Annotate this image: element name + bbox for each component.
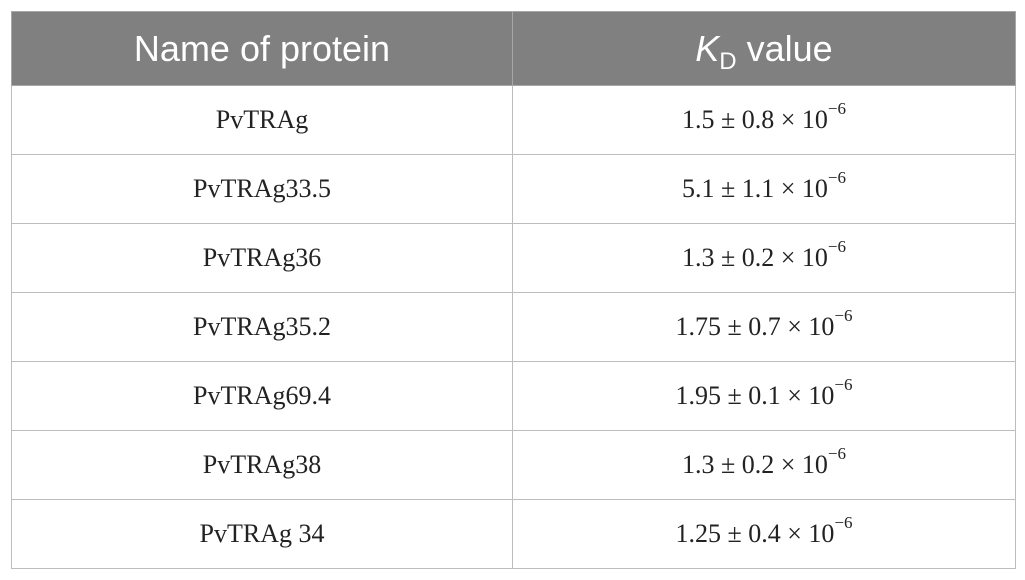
kd-value-cell: 5.1 ± 1.1 × 10−6 bbox=[512, 154, 1016, 224]
kd-value-cell: 1.75 ± 0.7 × 10−6 bbox=[512, 292, 1016, 362]
kd-value-text: 1.3 ± 0.2 × 10 bbox=[681, 450, 828, 479]
table-body: PvTRAg 1.5 ± 0.8 × 10−6 PvTRAg33.5 5.1 ±… bbox=[11, 85, 1016, 569]
protein-name-cell: PvTRAg36 bbox=[11, 223, 513, 293]
table-row: PvTRAg69.4 1.95 ± 0.1 × 10−6 bbox=[11, 361, 1016, 431]
kd-value-exponent: −6 bbox=[827, 99, 847, 119]
kd-value-text: 1.5 ± 0.8 × 10 bbox=[681, 105, 828, 134]
header-kd-value: KD value bbox=[512, 11, 1016, 86]
protein-name-cell: PvTRAg38 bbox=[11, 430, 513, 500]
kd-value-cell: 1.3 ± 0.2 × 10−6 bbox=[512, 430, 1016, 500]
table-row: PvTRAg 34 1.25 ± 0.4 × 10−6 bbox=[11, 499, 1016, 569]
kd-value-exponent: −6 bbox=[827, 237, 847, 257]
table-row: PvTRAg38 1.3 ± 0.2 × 10−6 bbox=[11, 430, 1016, 500]
header-protein-name: Name of protein bbox=[11, 11, 513, 86]
header-kd-symbol: K bbox=[695, 27, 720, 69]
kd-value-exponent: −6 bbox=[834, 306, 853, 326]
kd-value-exponent: −6 bbox=[834, 375, 853, 395]
protein-name-cell: PvTRAg35.2 bbox=[11, 292, 513, 362]
table-row: PvTRAg 1.5 ± 0.8 × 10−6 bbox=[11, 85, 1016, 155]
kd-value-exponent: −6 bbox=[827, 444, 847, 464]
header-kd-subscript: D bbox=[719, 47, 737, 75]
protein-name-cell: PvTRAg33.5 bbox=[11, 154, 513, 224]
table-row: PvTRAg33.5 5.1 ± 1.1 × 10−6 bbox=[11, 154, 1016, 224]
kd-value-cell: 1.3 ± 0.2 × 10−6 bbox=[512, 223, 1016, 293]
kd-value-cell: 1.25 ± 0.4 × 10−6 bbox=[512, 499, 1016, 569]
protein-name-cell: PvTRAg 34 bbox=[11, 499, 513, 569]
table-row: PvTRAg35.2 1.75 ± 0.7 × 10−6 bbox=[11, 292, 1016, 362]
header-kd-suffix: value bbox=[746, 27, 833, 69]
protein-name-cell: PvTRAg69.4 bbox=[11, 361, 513, 431]
table-header: Name of protein KD value bbox=[11, 11, 1016, 86]
kd-value-text: 5.1 ± 1.1 × 10 bbox=[681, 174, 828, 203]
kd-values-table: Name of protein KD value PvTRAg 1.5 ± 0.8… bbox=[11, 11, 1016, 569]
kd-value-cell: 1.5 ± 0.8 × 10−6 bbox=[512, 85, 1016, 155]
kd-value-cell: 1.95 ± 0.1 × 10−6 bbox=[512, 361, 1016, 431]
kd-value-text: 1.25 ± 0.4 × 10 bbox=[675, 519, 835, 548]
kd-value-text: 1.95 ± 0.1 × 10 bbox=[675, 381, 835, 410]
kd-value-text: 1.3 ± 0.2 × 10 bbox=[681, 243, 828, 272]
kd-value-exponent: −6 bbox=[827, 168, 847, 188]
header-row: Name of protein KD value bbox=[11, 11, 1016, 86]
protein-name-cell: PvTRAg bbox=[11, 85, 513, 155]
table-row: PvTRAg36 1.3 ± 0.2 × 10−6 bbox=[11, 223, 1016, 293]
kd-value-exponent: −6 bbox=[834, 513, 853, 533]
kd-value-text: 1.75 ± 0.7 × 10 bbox=[675, 312, 835, 341]
